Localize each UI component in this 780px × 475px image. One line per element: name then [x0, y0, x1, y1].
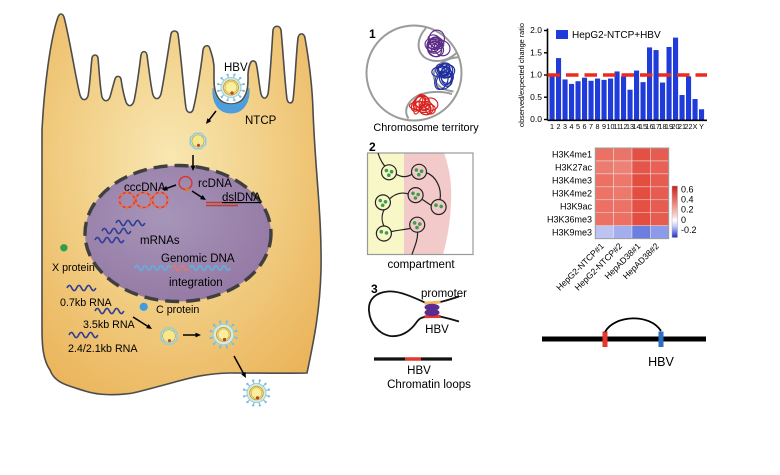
- svg-text:rcDNA: rcDNA: [198, 178, 232, 190]
- svg-text:1.5: 1.5: [530, 47, 542, 57]
- svg-text:0.5: 0.5: [530, 92, 542, 102]
- svg-text:1: 1: [369, 27, 376, 41]
- svg-text:6: 6: [583, 122, 587, 131]
- svg-text:H3K9me3: H3K9me3: [552, 227, 592, 237]
- svg-text:NTCP: NTCP: [245, 115, 277, 127]
- svg-text:compartment: compartment: [387, 259, 455, 271]
- svg-text:0.0: 0.0: [530, 114, 542, 124]
- svg-text:C protein: C protein: [156, 304, 199, 316]
- svg-text:0.7kb RNA: 0.7kb RNA: [60, 297, 113, 309]
- svg-text:2.4/2.1kb RNA: 2.4/2.1kb RNA: [68, 343, 138, 355]
- svg-text:H3K4me1: H3K4me1: [552, 150, 592, 160]
- svg-text:0: 0: [681, 215, 686, 225]
- svg-text:0.6: 0.6: [681, 184, 694, 194]
- svg-text:Chromatin loops: Chromatin loops: [387, 379, 471, 391]
- svg-text:X protein: X protein: [52, 262, 95, 274]
- svg-text:observed/expected change ratio: observed/expected change ratio: [517, 23, 526, 127]
- svg-text:8: 8: [596, 122, 600, 131]
- svg-text:2: 2: [369, 140, 376, 154]
- svg-text:Chromosome territory: Chromosome territory: [373, 122, 479, 134]
- svg-text:5: 5: [576, 122, 580, 131]
- svg-text:3.5kb RNA: 3.5kb RNA: [83, 319, 136, 331]
- svg-text:HepG2-NTCP+HBV: HepG2-NTCP+HBV: [572, 30, 661, 41]
- svg-text:7: 7: [589, 122, 593, 131]
- svg-text:Genomic DNA: Genomic DNA: [161, 253, 235, 265]
- svg-text:-0.2: -0.2: [681, 225, 697, 235]
- svg-text:0.2: 0.2: [681, 205, 694, 215]
- svg-text:HBV: HBV: [425, 324, 449, 336]
- svg-text:promoter: promoter: [421, 288, 467, 300]
- svg-text:X: X: [693, 122, 698, 131]
- svg-text:9: 9: [602, 122, 606, 131]
- svg-text:1: 1: [550, 122, 554, 131]
- svg-text:HBV: HBV: [648, 355, 674, 369]
- svg-text:H3K36me3: H3K36me3: [547, 214, 592, 224]
- svg-text:H3K9ac: H3K9ac: [560, 201, 593, 211]
- svg-text:HBV: HBV: [407, 365, 431, 377]
- svg-text:integration: integration: [169, 277, 223, 289]
- svg-text:HBV: HBV: [224, 62, 248, 74]
- svg-text:mRNAs: mRNAs: [140, 235, 180, 247]
- svg-text:1.0: 1.0: [530, 70, 542, 80]
- svg-text:0.4: 0.4: [681, 195, 694, 205]
- svg-text:2.0: 2.0: [530, 25, 542, 35]
- svg-text:dslDNA: dslDNA: [222, 192, 261, 204]
- svg-text:22: 22: [685, 122, 693, 131]
- svg-text:H3K4me2: H3K4me2: [552, 189, 592, 199]
- svg-text:3: 3: [563, 122, 567, 131]
- svg-text:H3K4me3: H3K4me3: [552, 176, 592, 186]
- svg-text:H3K27ac: H3K27ac: [555, 163, 593, 173]
- svg-text:2: 2: [557, 122, 561, 131]
- svg-text:4: 4: [570, 122, 574, 131]
- svg-text:Y: Y: [699, 122, 704, 131]
